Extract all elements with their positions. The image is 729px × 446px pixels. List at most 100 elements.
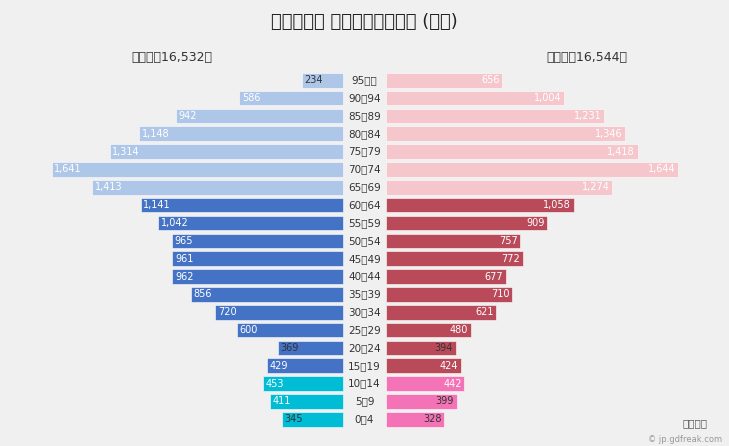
Text: ２０４５年 富岡市の人口構成 (予測): ２０４５年 富岡市の人口構成 (予測) bbox=[271, 13, 458, 31]
Bar bbox=[386, 127, 625, 141]
Text: 656: 656 bbox=[481, 75, 499, 85]
Text: 909: 909 bbox=[526, 218, 545, 228]
Bar bbox=[278, 341, 343, 355]
Text: 677: 677 bbox=[485, 272, 504, 281]
Bar bbox=[386, 341, 456, 355]
Text: 10～14: 10～14 bbox=[348, 379, 381, 388]
Bar bbox=[386, 162, 678, 177]
Text: 女性計：16,544人: 女性計：16,544人 bbox=[547, 51, 628, 64]
Text: 0～4: 0～4 bbox=[355, 414, 374, 424]
Text: 394: 394 bbox=[434, 343, 453, 353]
Text: 399: 399 bbox=[436, 396, 454, 406]
Text: 90～94: 90～94 bbox=[348, 93, 381, 103]
Text: 772: 772 bbox=[502, 254, 521, 264]
Bar bbox=[386, 376, 464, 391]
Text: 411: 411 bbox=[273, 396, 291, 406]
Bar bbox=[386, 287, 512, 301]
Text: 757: 757 bbox=[499, 236, 518, 246]
Text: 453: 453 bbox=[265, 379, 284, 388]
Text: 1,314: 1,314 bbox=[112, 147, 140, 157]
Text: 55～59: 55～59 bbox=[348, 218, 381, 228]
Bar bbox=[282, 412, 343, 426]
Text: 65～69: 65～69 bbox=[348, 182, 381, 192]
Bar bbox=[215, 305, 343, 319]
Bar bbox=[270, 394, 343, 409]
Bar bbox=[239, 91, 343, 105]
Bar bbox=[173, 252, 343, 266]
Text: 1,141: 1,141 bbox=[143, 200, 171, 210]
Text: 424: 424 bbox=[440, 361, 459, 371]
Bar bbox=[386, 180, 612, 194]
Text: 429: 429 bbox=[270, 361, 288, 371]
Text: 1,413: 1,413 bbox=[95, 182, 122, 192]
Text: 586: 586 bbox=[242, 93, 260, 103]
Text: 965: 965 bbox=[174, 236, 193, 246]
Text: 95歳～: 95歳～ bbox=[351, 75, 378, 85]
Text: 60～64: 60～64 bbox=[348, 200, 381, 210]
Text: 328: 328 bbox=[423, 414, 442, 424]
Bar bbox=[302, 73, 343, 87]
Text: 856: 856 bbox=[194, 289, 212, 299]
Text: 15～19: 15～19 bbox=[348, 361, 381, 371]
Bar bbox=[172, 269, 343, 284]
Text: 1,042: 1,042 bbox=[161, 218, 189, 228]
Text: 35～39: 35～39 bbox=[348, 289, 381, 299]
Text: 1,004: 1,004 bbox=[534, 93, 561, 103]
Bar bbox=[92, 180, 343, 194]
Text: 600: 600 bbox=[239, 325, 257, 335]
Bar bbox=[386, 394, 456, 409]
Text: 621: 621 bbox=[475, 307, 494, 317]
Text: 1,346: 1,346 bbox=[595, 129, 623, 139]
Text: 20～24: 20～24 bbox=[348, 343, 381, 353]
Text: 85～89: 85～89 bbox=[348, 111, 381, 121]
Text: 480: 480 bbox=[450, 325, 469, 335]
Text: 1,058: 1,058 bbox=[543, 200, 571, 210]
Text: 75～79: 75～79 bbox=[348, 147, 381, 157]
Bar bbox=[386, 91, 564, 105]
Bar bbox=[158, 216, 343, 230]
Bar bbox=[386, 269, 506, 284]
Text: 30～34: 30～34 bbox=[348, 307, 381, 317]
Bar bbox=[386, 252, 523, 266]
Bar bbox=[176, 109, 343, 123]
Text: 1,641: 1,641 bbox=[55, 165, 82, 174]
Bar bbox=[386, 359, 461, 373]
Text: 442: 442 bbox=[443, 379, 461, 388]
Bar bbox=[386, 145, 638, 159]
Text: 962: 962 bbox=[175, 272, 193, 281]
Text: 234: 234 bbox=[304, 75, 323, 85]
Bar bbox=[267, 359, 343, 373]
Bar bbox=[139, 127, 343, 141]
Bar bbox=[386, 73, 502, 87]
Bar bbox=[386, 412, 444, 426]
Bar bbox=[386, 305, 496, 319]
Text: 369: 369 bbox=[281, 343, 299, 353]
Text: 50～54: 50～54 bbox=[348, 236, 381, 246]
Text: 単位：人: 単位：人 bbox=[682, 418, 707, 428]
Bar bbox=[172, 234, 343, 248]
Text: 25～29: 25～29 bbox=[348, 325, 381, 335]
Text: 720: 720 bbox=[218, 307, 237, 317]
Bar bbox=[386, 323, 471, 337]
Bar bbox=[237, 323, 343, 337]
Text: 345: 345 bbox=[284, 414, 303, 424]
Bar bbox=[110, 145, 343, 159]
Text: 1,644: 1,644 bbox=[647, 165, 675, 174]
Text: 1,418: 1,418 bbox=[607, 147, 635, 157]
Text: 942: 942 bbox=[179, 111, 197, 121]
Bar bbox=[386, 198, 574, 212]
Bar bbox=[386, 216, 547, 230]
Bar bbox=[52, 162, 343, 177]
Text: 961: 961 bbox=[175, 254, 193, 264]
Text: 1,231: 1,231 bbox=[574, 111, 602, 121]
Bar bbox=[262, 376, 343, 391]
Bar bbox=[386, 234, 521, 248]
Text: 1,148: 1,148 bbox=[142, 129, 170, 139]
Text: © jp.gdfreak.com: © jp.gdfreak.com bbox=[647, 435, 722, 444]
Text: 45～49: 45～49 bbox=[348, 254, 381, 264]
Text: 1,274: 1,274 bbox=[582, 182, 609, 192]
Text: 40～44: 40～44 bbox=[348, 272, 381, 281]
Text: 5～9: 5～9 bbox=[355, 396, 374, 406]
Bar bbox=[386, 109, 604, 123]
Text: 70～74: 70～74 bbox=[348, 165, 381, 174]
